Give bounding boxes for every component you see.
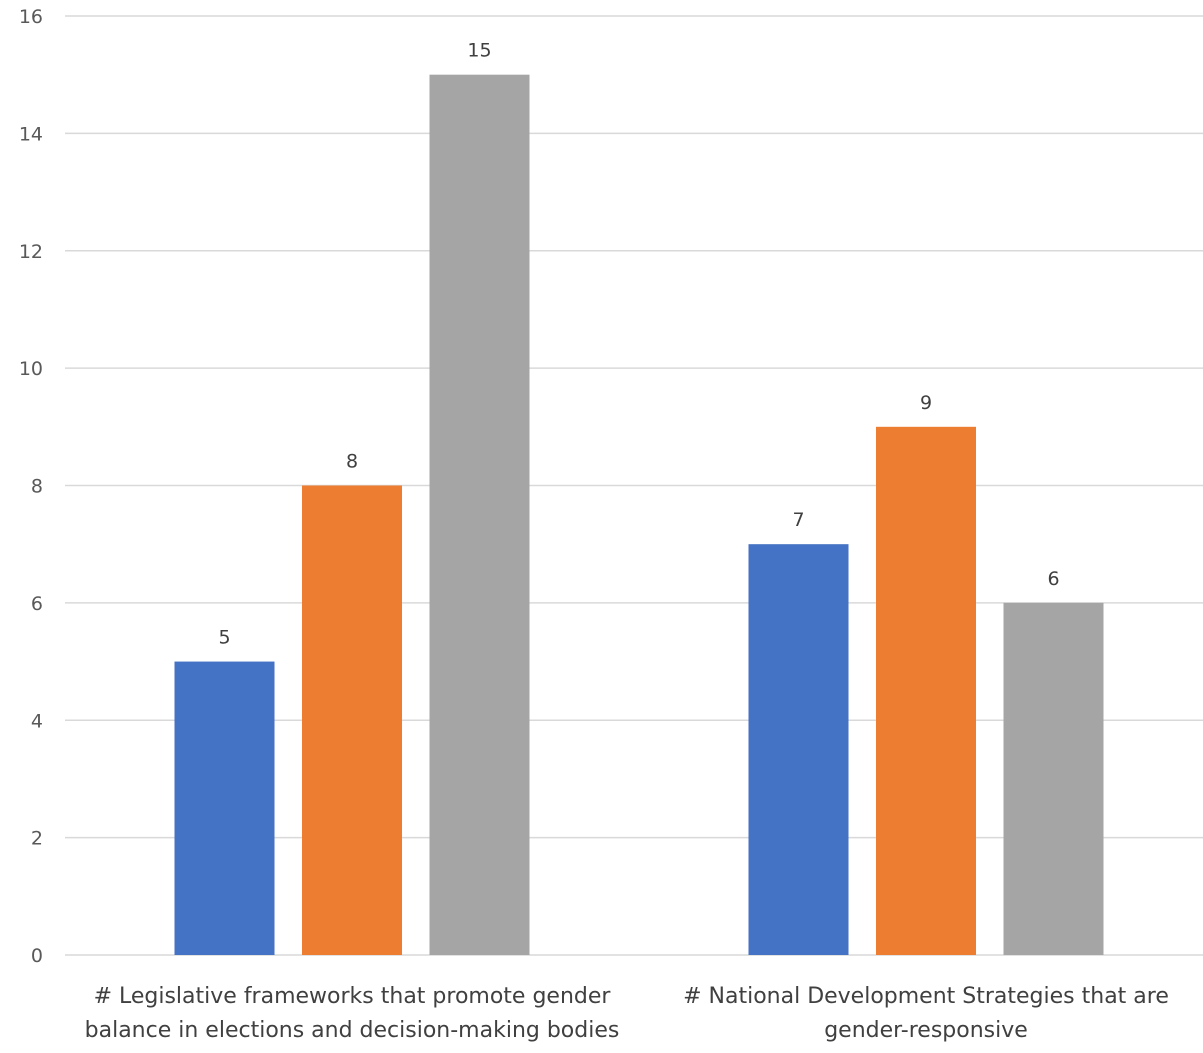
y-tick-label: 8 xyxy=(31,476,43,498)
data-label: 6 xyxy=(1047,568,1059,590)
data-label: 7 xyxy=(792,509,804,531)
y-tick-label: 12 xyxy=(19,241,43,263)
data-label: 15 xyxy=(467,40,491,62)
y-tick-label: 16 xyxy=(19,6,43,28)
bar-series-3-category-2 xyxy=(1004,603,1104,955)
bar-series-2-category-1 xyxy=(302,486,402,956)
y-tick-label: 14 xyxy=(19,123,43,145)
bar-series-1-category-1 xyxy=(175,662,275,955)
bars xyxy=(175,75,1104,955)
x-axis-category-labels: # Legislative frameworks that promote ge… xyxy=(85,984,1169,1043)
data-label: 9 xyxy=(920,392,932,414)
y-tick-label: 6 xyxy=(31,593,43,615)
category-label-line: # Legislative frameworks that promote ge… xyxy=(94,984,612,1009)
y-axis-tick-labels: 0 2 4 6 8 10 12 14 16 xyxy=(19,6,43,967)
y-tick-label: 4 xyxy=(31,710,43,732)
y-tick-label: 10 xyxy=(19,358,43,380)
category-label-line: # National Development Strategies that a… xyxy=(683,984,1169,1009)
y-tick-label: 2 xyxy=(31,828,43,850)
data-label: 5 xyxy=(218,627,230,649)
category-label-line: balance in elections and decision-making… xyxy=(85,1018,620,1043)
bar-series-2-category-2 xyxy=(876,427,976,955)
category-label-line: gender-responsive xyxy=(824,1018,1028,1043)
y-tick-label: 0 xyxy=(31,945,43,967)
bar-series-3-category-1 xyxy=(430,75,530,955)
data-label: 8 xyxy=(346,451,358,473)
bar-series-1-category-2 xyxy=(749,544,849,955)
